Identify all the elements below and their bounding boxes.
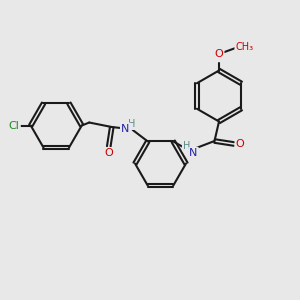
Text: H: H [128, 119, 135, 129]
Text: H: H [183, 140, 190, 151]
Text: O: O [214, 49, 224, 59]
Text: CH₃: CH₃ [236, 41, 253, 52]
Text: O: O [104, 148, 113, 158]
Text: N: N [121, 124, 129, 134]
Text: Cl: Cl [9, 121, 20, 130]
Text: O: O [236, 139, 244, 149]
Text: N: N [189, 148, 198, 158]
